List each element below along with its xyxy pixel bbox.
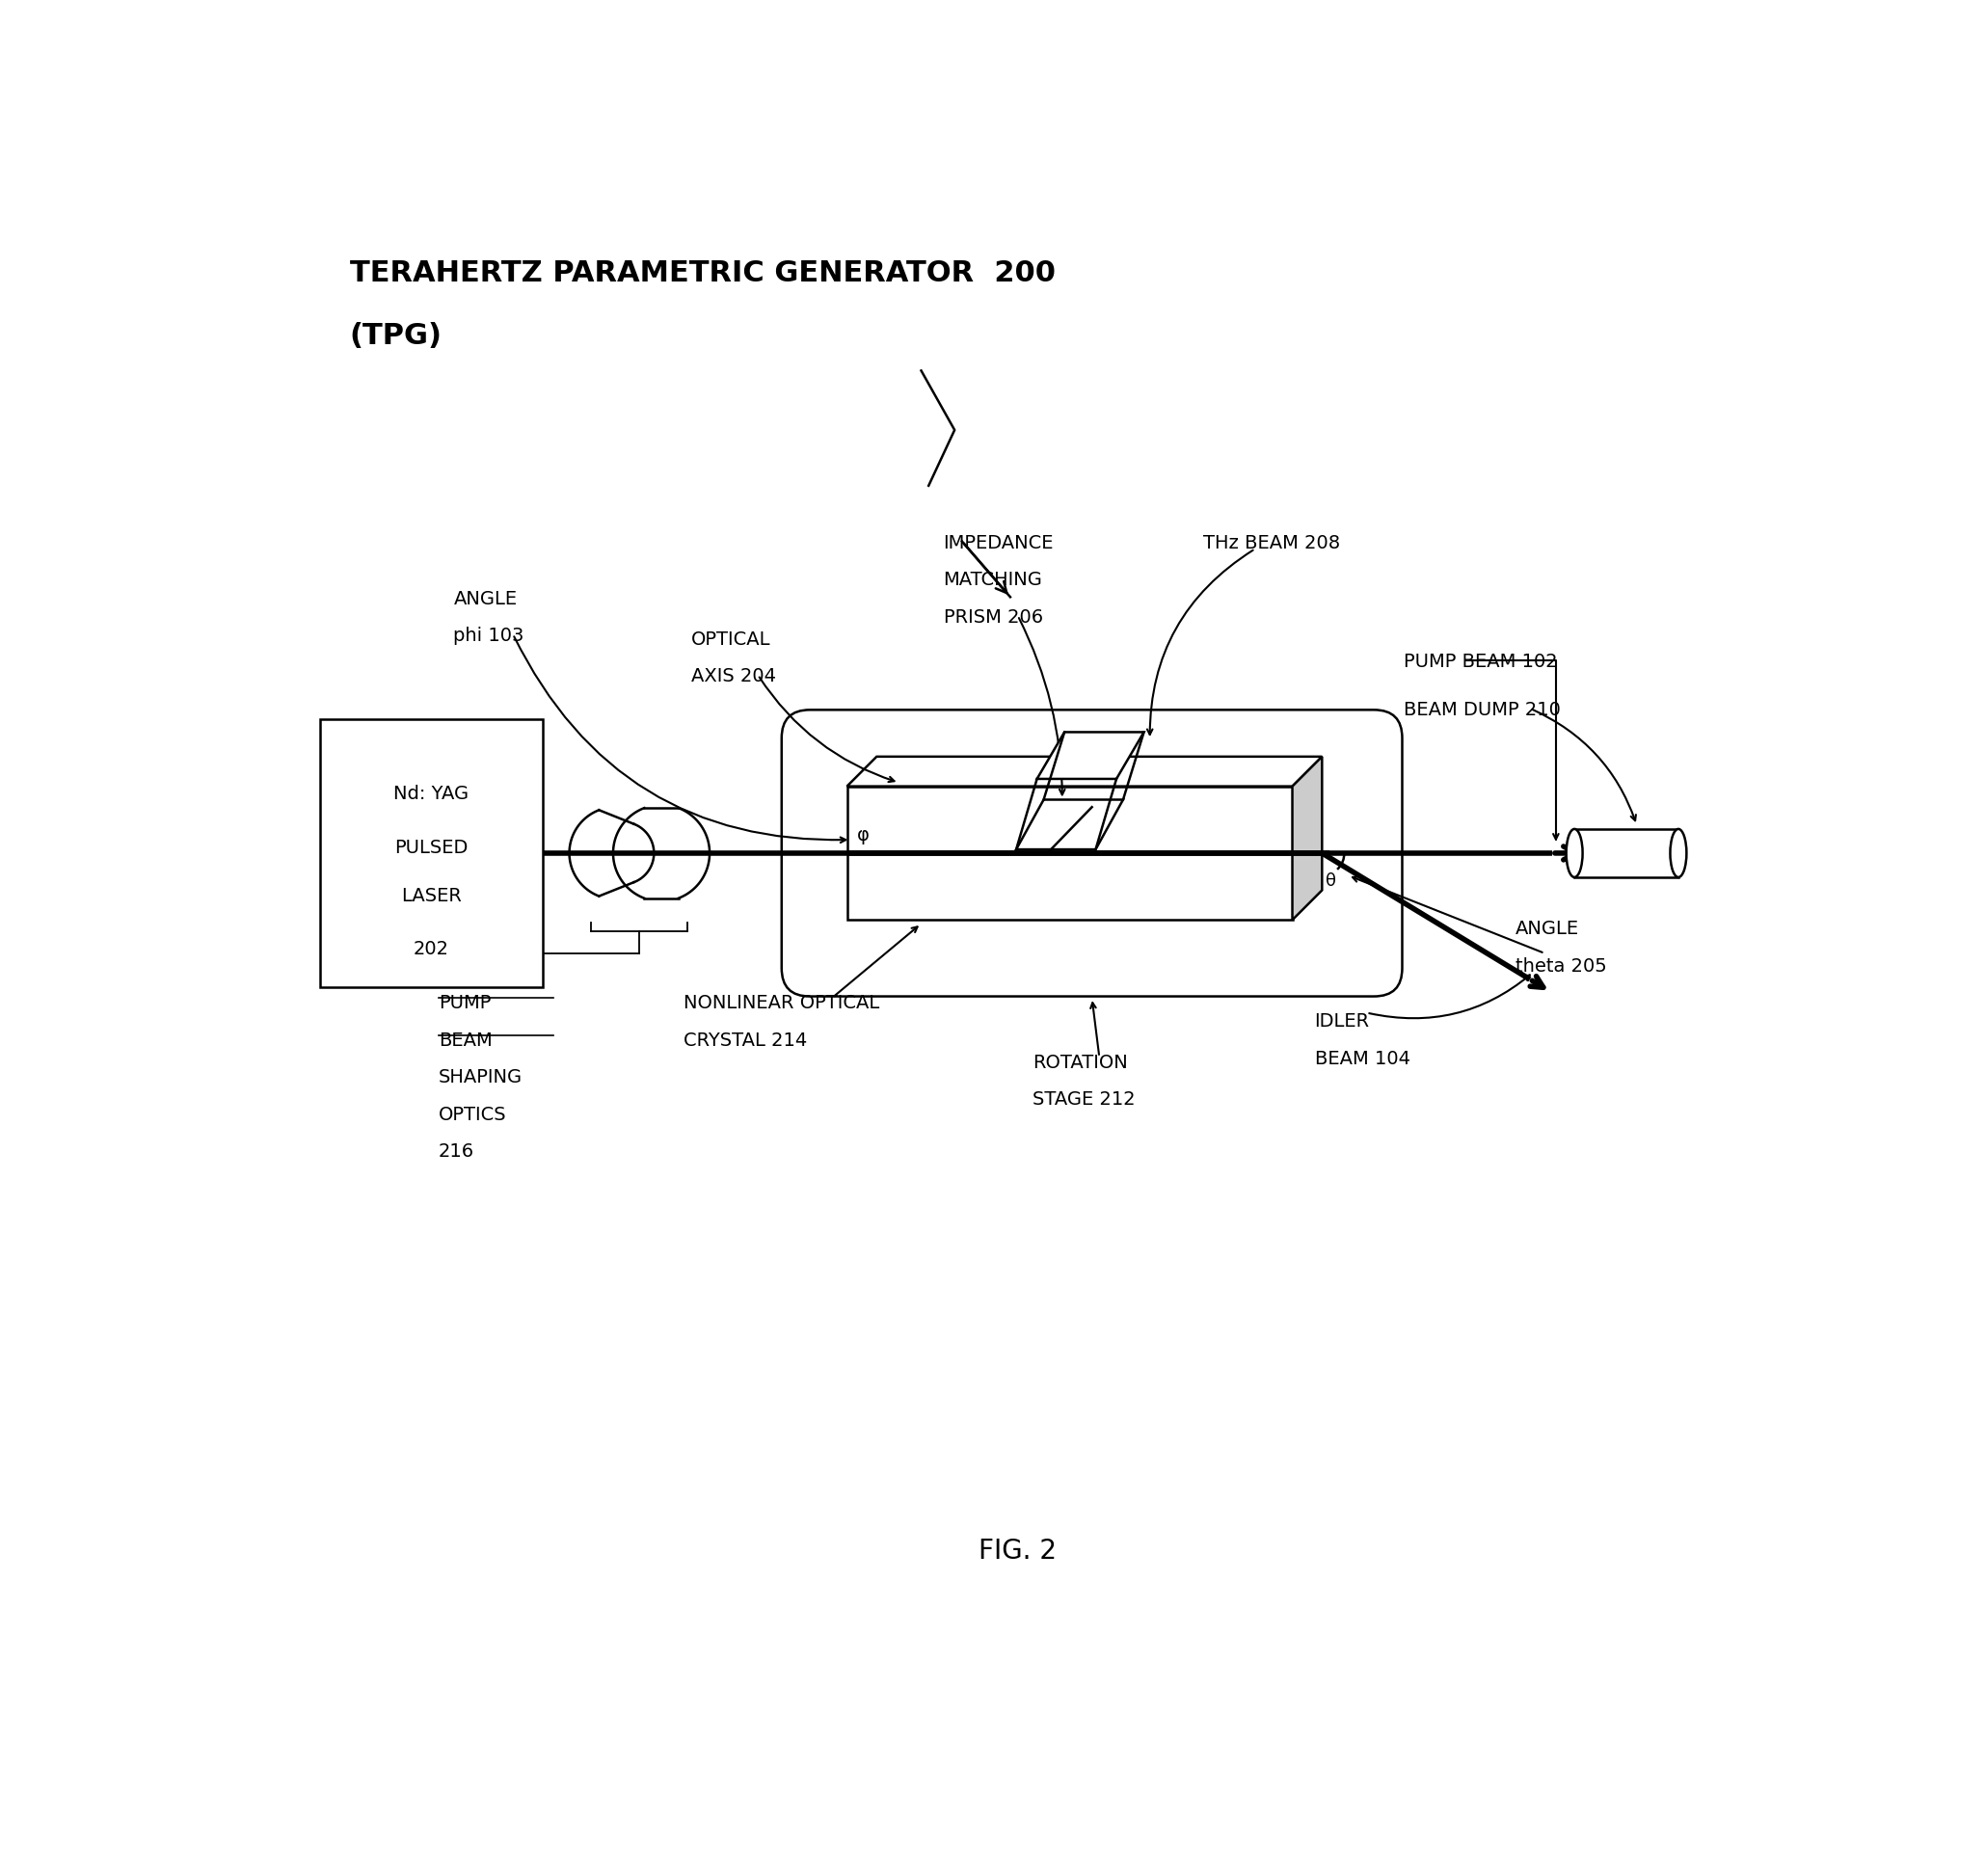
Text: theta 205: theta 205 bbox=[1515, 957, 1606, 976]
Bar bbox=[1574, 829, 1679, 878]
Text: SHAPING: SHAPING bbox=[439, 1067, 522, 1086]
Text: PUMP: PUMP bbox=[439, 994, 490, 1013]
Polygon shape bbox=[1036, 732, 1143, 779]
Bar bbox=[320, 720, 542, 987]
Text: OPTICAL: OPTICAL bbox=[691, 630, 770, 649]
Text: BEAM 104: BEAM 104 bbox=[1314, 1051, 1409, 1067]
Text: PUMP BEAM 102: PUMP BEAM 102 bbox=[1403, 653, 1558, 672]
Text: phi 103: phi 103 bbox=[453, 627, 524, 645]
Text: Nd: YAG: Nd: YAG bbox=[393, 786, 468, 803]
Text: IMPEDANCE: IMPEDANCE bbox=[943, 535, 1054, 552]
Ellipse shape bbox=[1566, 829, 1582, 878]
Text: BEAM DUMP 210: BEAM DUMP 210 bbox=[1403, 702, 1560, 719]
Text: TERAHERTZ PARAMETRIC GENERATOR  200: TERAHERTZ PARAMETRIC GENERATOR 200 bbox=[349, 259, 1056, 287]
Text: ROTATION: ROTATION bbox=[1032, 1054, 1127, 1071]
Bar bbox=[848, 786, 1292, 919]
Text: 216: 216 bbox=[439, 1142, 474, 1161]
Text: 202: 202 bbox=[413, 940, 449, 959]
Text: FIG. 2: FIG. 2 bbox=[979, 1536, 1056, 1565]
Text: PRISM 206: PRISM 206 bbox=[943, 608, 1042, 627]
Text: AXIS 204: AXIS 204 bbox=[691, 668, 776, 687]
Text: MATCHING: MATCHING bbox=[943, 570, 1042, 589]
Text: (TPG): (TPG) bbox=[349, 323, 443, 351]
Text: THz BEAM 208: THz BEAM 208 bbox=[1203, 535, 1340, 552]
Text: φ: φ bbox=[858, 825, 869, 844]
Text: OPTICS: OPTICS bbox=[439, 1105, 506, 1124]
Text: STAGE 212: STAGE 212 bbox=[1032, 1090, 1135, 1109]
Text: NONLINEAR OPTICAL: NONLINEAR OPTICAL bbox=[683, 994, 879, 1013]
Text: LASER: LASER bbox=[401, 887, 463, 904]
Polygon shape bbox=[1292, 756, 1322, 919]
Ellipse shape bbox=[1669, 829, 1687, 878]
FancyBboxPatch shape bbox=[782, 709, 1401, 996]
Text: IDLER: IDLER bbox=[1314, 1013, 1370, 1032]
Text: PULSED: PULSED bbox=[395, 839, 468, 857]
Text: ANGLE: ANGLE bbox=[453, 589, 518, 608]
Polygon shape bbox=[1016, 799, 1124, 850]
Text: θ: θ bbox=[1326, 872, 1336, 889]
Text: ANGLE: ANGLE bbox=[1515, 919, 1578, 938]
Text: CRYSTAL 214: CRYSTAL 214 bbox=[683, 1032, 808, 1049]
Text: BEAM: BEAM bbox=[439, 1032, 492, 1049]
Polygon shape bbox=[848, 756, 1322, 786]
